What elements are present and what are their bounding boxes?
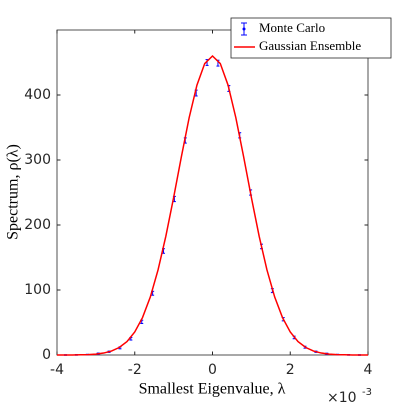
x-tick-label: 4 (364, 362, 373, 378)
y-tick-label: 200 (24, 217, 51, 233)
legend-label: Monte Carlo (259, 20, 325, 35)
y-tick-label: 300 (24, 152, 51, 168)
x-exponent: -3 (362, 387, 372, 398)
legend-label: Gaussian Ensemble (259, 38, 361, 53)
y-tick-label: 0 (42, 347, 51, 363)
y-tick-label: 100 (24, 282, 51, 298)
x-tick-label: 0 (208, 362, 217, 378)
x-tick-label: -4 (50, 362, 64, 378)
legend-box (230, 17, 392, 59)
legend-symbol (242, 27, 246, 31)
x-tick-label: -2 (128, 362, 142, 378)
curve (57, 54, 368, 356)
plot-area (56, 29, 369, 356)
x-multiplier: ×10 (327, 390, 357, 406)
x-axis-label: Smallest Eigenvalue, λ (139, 381, 286, 398)
y-axis-label: Spectrum, ρ(λ) (5, 144, 22, 240)
x-tick-label: 2 (286, 362, 295, 378)
y-tick-label: 400 (24, 87, 51, 103)
